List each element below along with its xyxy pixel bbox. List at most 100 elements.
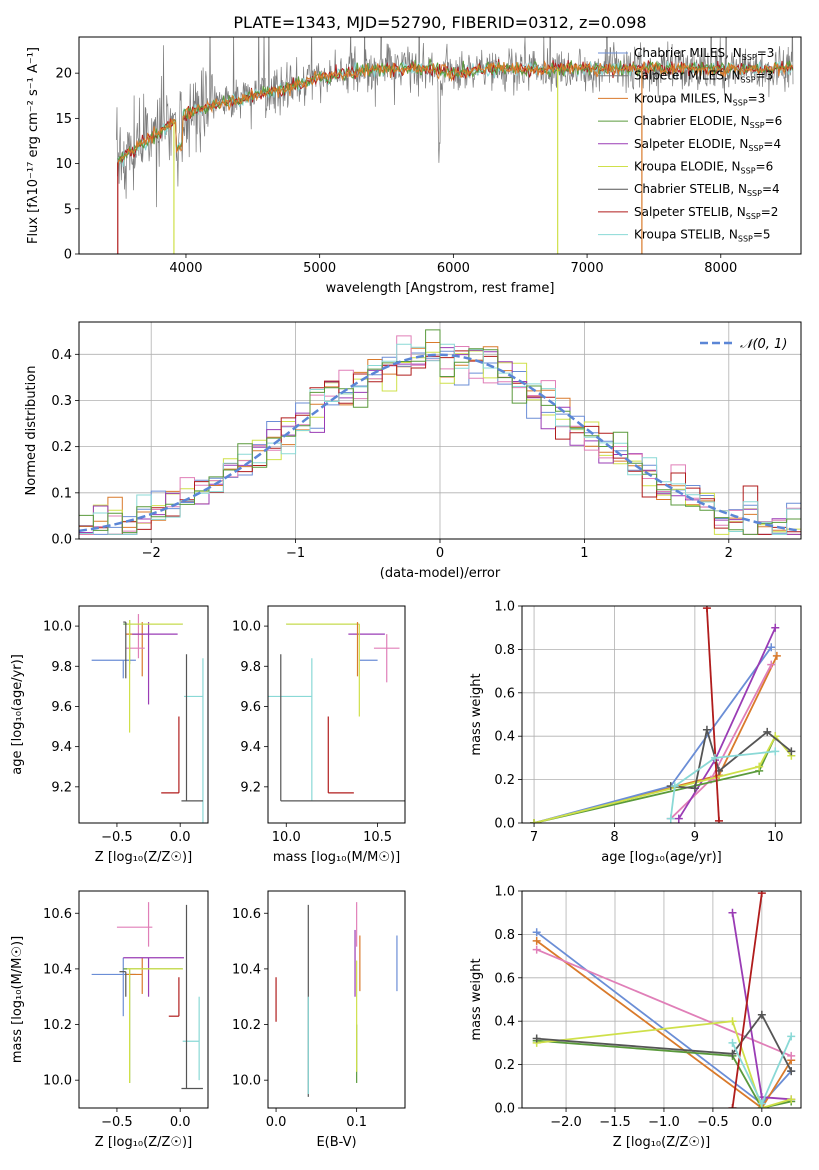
weight-marker <box>728 1038 737 1047</box>
weight-line-4 <box>536 1039 792 1108</box>
weight-marker <box>532 928 541 937</box>
errorbar-point-5 <box>127 620 183 733</box>
x-tick-label: 0 <box>436 546 444 561</box>
weight-line-7 <box>731 893 763 1108</box>
y-tick-label: 0.0 <box>494 817 515 832</box>
weight-marker <box>787 1051 796 1060</box>
weight-marker <box>532 945 541 954</box>
x-tick-label: 10 <box>767 830 784 845</box>
weight-line-1 <box>533 646 773 823</box>
weight-line-8 <box>669 750 776 819</box>
x-tick-label: 0.0 <box>751 1115 772 1130</box>
y-tick-label: 0.4 <box>494 1015 515 1030</box>
axes-frame <box>78 890 209 1109</box>
weight-line-6 <box>670 729 792 790</box>
weight-marker <box>728 908 737 917</box>
weight-marker <box>771 747 780 756</box>
x-tick-label: −0.5 <box>697 1115 729 1130</box>
spectrum-model-3 <box>117 59 794 168</box>
errorbar-point-8 <box>280 654 405 802</box>
errorbar-point-8 <box>168 977 180 1017</box>
normal-curve <box>79 353 801 533</box>
legend-label: Kroupa STELIB, NSSP=5 <box>634 228 771 244</box>
x-tick-label: 10.0 <box>272 830 301 845</box>
errorbar-point-4 <box>123 620 183 665</box>
y-tick-label: 9.8 <box>240 660 261 675</box>
y-tick-label: 9.2 <box>240 780 261 795</box>
weight-marker <box>714 816 723 823</box>
x-axis-label: Z [log₁₀(Z/Z☉)] <box>613 1135 710 1150</box>
chart-5: −0.5 0.0 10.0 10.2 10.4 10.6 Z [log₁₀(Z/Z☉)] ma… <box>10 890 209 1150</box>
x-tick-label: −1.0 <box>648 1115 680 1130</box>
x-tick-label: 2 <box>725 546 733 561</box>
legend-label: Kroupa ELODIE, NSSP=6 <box>634 160 773 176</box>
weight-marker <box>702 725 711 734</box>
y-axis-label: mass weight <box>469 958 484 1040</box>
weight-marker <box>755 762 764 771</box>
errorbar-point-3 <box>132 622 178 705</box>
x-axis-label: E(B-V) <box>316 1135 356 1150</box>
axes-frame <box>78 321 802 540</box>
weight-marker <box>532 936 541 945</box>
plot-area <box>275 902 398 1097</box>
errorbar-point-6 <box>123 621 127 679</box>
errorbar-point-6 <box>119 971 127 997</box>
y-tick-label: 0.6 <box>494 686 515 701</box>
weight-marker <box>702 606 711 613</box>
y-tick-label: 1.0 <box>494 600 515 615</box>
axes-frame <box>78 605 209 824</box>
weight-marker <box>771 623 780 632</box>
axes-frame <box>521 605 802 824</box>
x-tick-label: −0.5 <box>101 830 133 845</box>
y-tick-label: 10.6 <box>232 907 261 922</box>
errorbar-point-3 <box>123 957 184 997</box>
y-tick-label: 0.2 <box>51 440 72 455</box>
x-tick-label: 0.0 <box>170 830 191 845</box>
weight-line-7 <box>706 608 720 821</box>
x-tick-label: 10.5 <box>363 830 392 845</box>
errorbar-point-1 <box>125 957 143 994</box>
histogram-step-7 <box>79 329 801 535</box>
plot-area <box>91 902 203 1090</box>
chart-4: 7 8 9 10 0.0 0.2 0.4 0.6 0.8 1.0 age [log₁₀(age/yr… <box>469 600 802 865</box>
weight-marker <box>763 727 772 736</box>
chart-0: 4000 5000 6000 7000 8000 0 5 10 15 20 wavelength [… <box>26 36 802 296</box>
y-axis-label: mass [log₁₀(M/M☉)] <box>10 936 25 1063</box>
figure-title: PLATE=1343, MJD=52790, FIBERID=0312, z=0… <box>233 13 646 32</box>
weight-marker <box>767 643 776 652</box>
weight-marker <box>728 1017 737 1026</box>
y-tick-label: 0 <box>64 248 72 263</box>
y-axis-label: age [log₁₀(age/yr)] <box>10 654 25 775</box>
x-axis-label: wavelength [Angstrom, rest frame] <box>326 281 555 296</box>
x-axis-label: (data-model)/error <box>380 566 501 581</box>
legend-label: Kroupa MILES, NSSP=3 <box>634 91 765 107</box>
y-tick-label: 0.2 <box>494 773 515 788</box>
x-tick-label: −1.5 <box>599 1115 631 1130</box>
x-tick-label: −2 <box>142 546 161 561</box>
plot-area <box>268 622 405 802</box>
y-axis-label: mass weight <box>469 673 484 755</box>
weight-marker <box>757 1099 766 1108</box>
axes-frame <box>267 605 406 824</box>
y-tick-label: 0.4 <box>51 348 72 363</box>
y-tick-label: 0.3 <box>51 394 72 409</box>
weight-line-1 <box>536 940 792 1108</box>
legend-label: 𝒩(0, 1) <box>740 337 787 352</box>
errorbar-point-2 <box>116 902 153 947</box>
weight-marker <box>728 1049 737 1058</box>
x-tick-label: 4000 <box>169 261 202 276</box>
weight-marker <box>787 1067 796 1076</box>
weight-marker <box>757 891 766 898</box>
y-tick-label: 10.4 <box>43 962 72 977</box>
weight-marker <box>787 1095 796 1104</box>
x-tick-label: 8000 <box>704 261 737 276</box>
x-tick-label: −0.5 <box>101 1115 133 1130</box>
plot-area <box>79 329 801 535</box>
legend-label: Chabrier STELIB, NSSP=4 <box>634 182 780 198</box>
weight-marker <box>787 1032 796 1041</box>
y-tick-label: 10.0 <box>43 620 72 635</box>
y-tick-label: 9.4 <box>240 740 261 755</box>
x-axis-label: Z [log₁₀(Z/Z☉)] <box>95 1135 192 1150</box>
